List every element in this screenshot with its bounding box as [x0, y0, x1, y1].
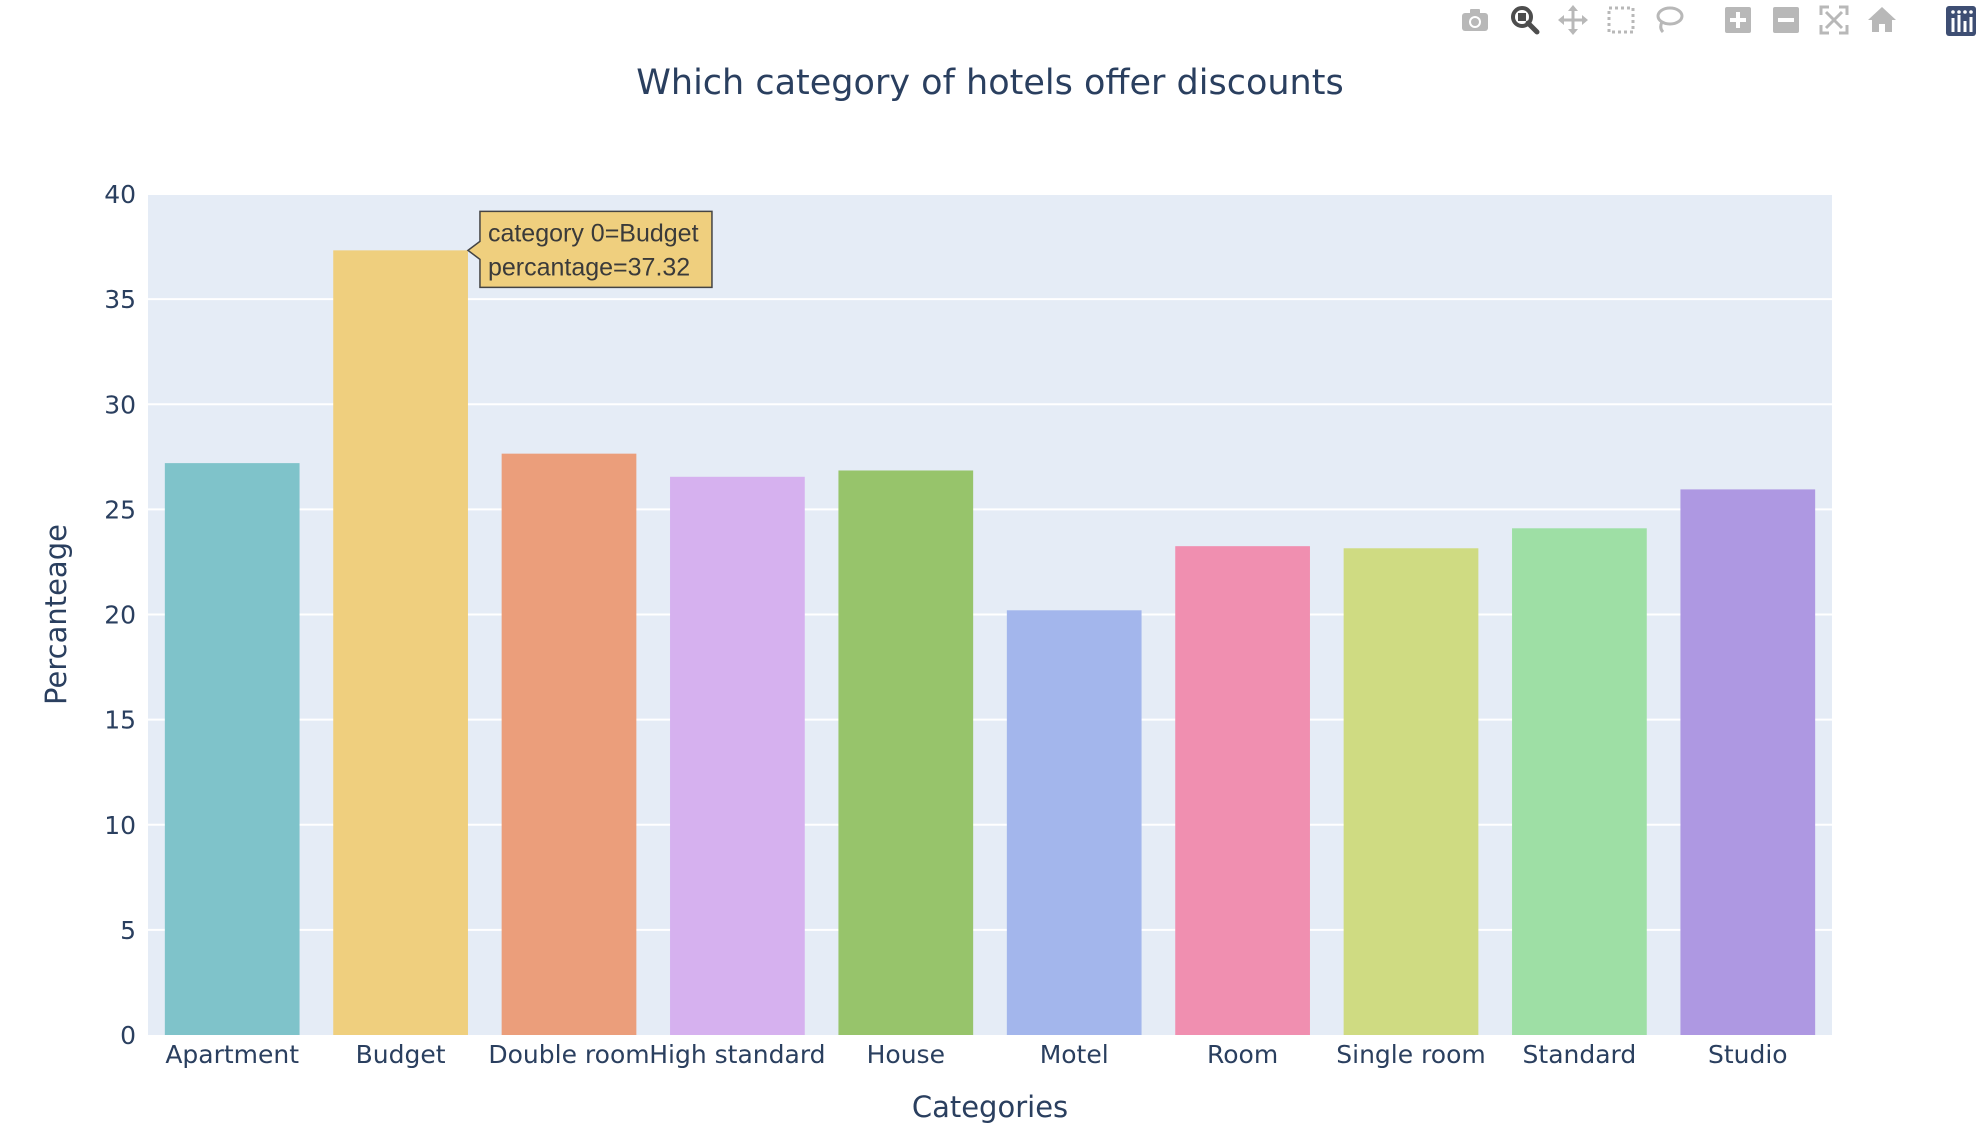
lasso-select-icon	[1656, 6, 1684, 34]
box-select-button[interactable]	[1601, 2, 1641, 38]
x-tick-label: High standard	[649, 1040, 825, 1069]
zoom-out-button[interactable]	[1766, 2, 1806, 38]
lasso-select-button[interactable]	[1649, 2, 1689, 38]
bar-double-room[interactable]	[501, 453, 637, 1035]
bar-single-room[interactable]	[1343, 548, 1479, 1035]
bar-apartment[interactable]	[164, 463, 300, 1035]
x-tick-label: Room	[1207, 1040, 1278, 1069]
x-tick-label: Double room	[488, 1040, 649, 1069]
y-axis-title: Percanteage	[39, 524, 73, 705]
box-select-icon	[1607, 6, 1635, 34]
y-tick-label: 40	[104, 180, 136, 209]
zoom-button[interactable]	[1505, 2, 1545, 38]
autoscale-button[interactable]	[1814, 2, 1854, 38]
bar-studio[interactable]	[1680, 489, 1816, 1035]
zoom-out-icon	[1773, 7, 1799, 33]
tooltip-line: percantage=37.32	[488, 253, 690, 281]
bar-room[interactable]	[1175, 546, 1310, 1035]
plotly-logo-button[interactable]	[1940, 2, 1980, 38]
pan-button[interactable]	[1553, 2, 1593, 38]
modebar-toolbar	[1455, 2, 1976, 38]
camera-icon	[1462, 9, 1488, 31]
camera-button[interactable]	[1455, 2, 1495, 38]
x-tick-label: Motel	[1040, 1040, 1109, 1069]
y-tick-label: 5	[120, 916, 136, 945]
x-tick-label: Studio	[1708, 1040, 1788, 1069]
x-axis-title: Categories	[912, 1090, 1068, 1124]
y-tick-label: 25	[104, 495, 136, 524]
y-tick-label: 15	[104, 706, 136, 735]
bar-high-standard[interactable]	[670, 476, 805, 1035]
reset-axes-button[interactable]	[1862, 2, 1902, 38]
reset-axes-icon	[1868, 7, 1896, 32]
y-tick-label: 0	[120, 1021, 136, 1050]
y-tick-label: 35	[104, 285, 136, 314]
zoom-icon	[1511, 6, 1540, 35]
x-tick-label: Budget	[356, 1040, 446, 1069]
y-tick-label: 10	[104, 811, 136, 840]
x-tick-label: Standard	[1523, 1040, 1637, 1069]
bar-house[interactable]	[838, 470, 974, 1035]
zoom-in-icon	[1725, 7, 1751, 33]
chart-title: Which category of hotels offer discounts	[636, 63, 1343, 103]
pan-icon	[1558, 5, 1588, 35]
tooltip-line: category 0=Budget	[488, 219, 699, 247]
autoscale-icon	[1819, 5, 1849, 35]
tooltip-box	[466, 210, 713, 289]
x-tick-label: Single room	[1336, 1040, 1485, 1069]
zoom-in-button[interactable]	[1718, 2, 1758, 38]
bar-motel[interactable]	[1006, 610, 1142, 1035]
hover-tooltip: category 0=Budget percantage=37.32	[466, 210, 713, 289]
x-tick-label: Apartment	[165, 1040, 299, 1069]
y-tick-label: 30	[104, 390, 136, 419]
plotly-logo-icon	[1946, 6, 1976, 36]
bar-standard[interactable]	[1512, 528, 1647, 1035]
y-tick-label: 20	[104, 601, 136, 630]
x-tick-label: House	[867, 1040, 945, 1069]
bar-budget[interactable]	[333, 250, 468, 1036]
